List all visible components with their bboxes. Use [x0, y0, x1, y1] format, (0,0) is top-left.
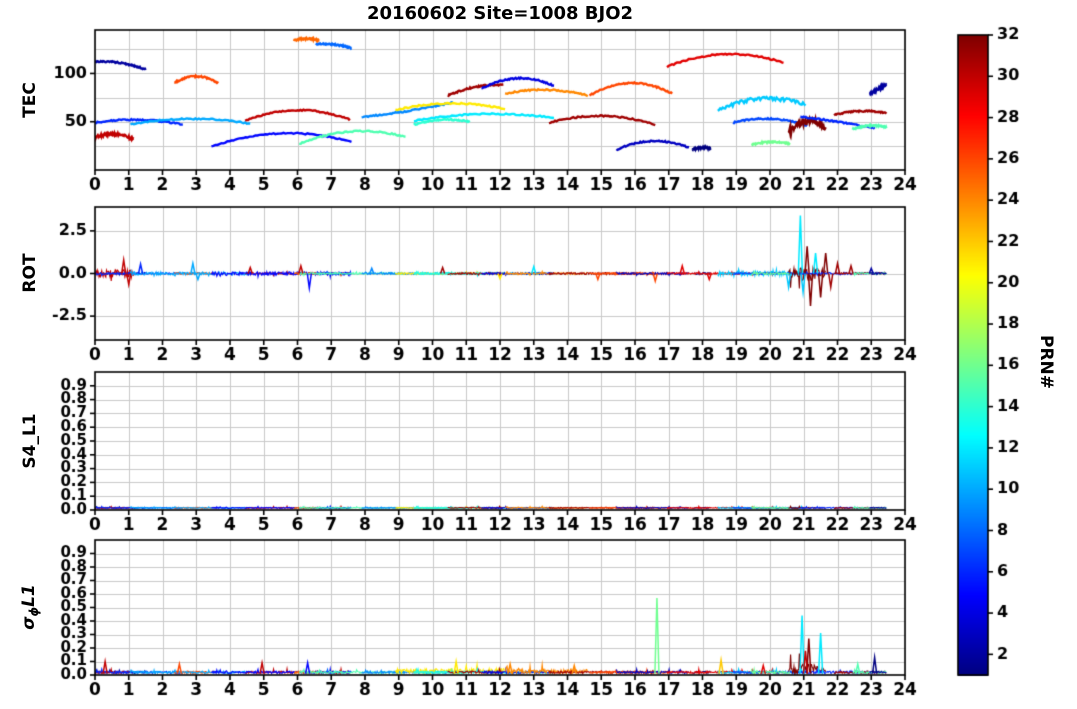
ylabel-tec: TEC [20, 82, 40, 118]
phi-subscript: ϕ [27, 606, 42, 617]
ylabel-s4: S4_L1 [20, 413, 40, 469]
sigma-symbol: σ [18, 616, 39, 630]
ylabel-sigma-phi: σϕL1 [19, 584, 41, 629]
ylabel-rot: ROT [20, 253, 40, 293]
colorbar-label: PRN# [1036, 334, 1056, 390]
chart-title: 20160602 Site=1008 BJO2 [366, 3, 634, 24]
sigma-l1-text: L1 [18, 584, 39, 607]
